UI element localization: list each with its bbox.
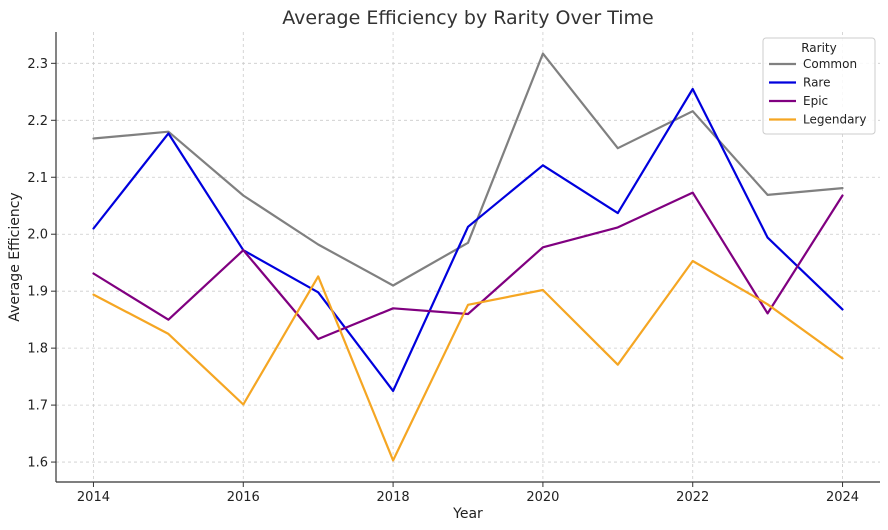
y-tick-label: 1.9 <box>27 285 48 300</box>
legend-box <box>762 37 876 135</box>
legend: Rarity Common Rare Epic Legendary <box>762 37 876 135</box>
y-tick-label: 1.6 <box>27 456 48 471</box>
x-axis-label: Year <box>452 506 483 522</box>
legend-title: Rarity <box>801 41 837 55</box>
legend-label-epic: Epic <box>803 94 828 108</box>
series-lines <box>92 52 844 462</box>
x-tick-label: 2014 <box>77 490 110 505</box>
y-tick-label: 2.0 <box>27 228 48 243</box>
y-tick-label: 1.8 <box>27 342 48 357</box>
y-tick-label: 2.1 <box>27 171 48 186</box>
y-axis-label: Average Efficiency <box>7 192 23 321</box>
legend-label-rare: Rare <box>803 76 830 90</box>
x-tick-label: 2016 <box>227 490 260 505</box>
series-line-common <box>92 52 844 287</box>
series-line-rare <box>92 87 844 392</box>
y-tick-label: 2.2 <box>27 114 48 129</box>
x-tick-label: 2018 <box>377 490 410 505</box>
axes <box>55 32 880 483</box>
tick-labels: 1.6 1.7 1.8 1.9 2.0 2.1 2.2 2.3 2014 2016 2018 2020… <box>27 57 859 505</box>
x-tick-label: 2024 <box>826 490 859 505</box>
series-line-legendary <box>92 259 844 462</box>
grid <box>56 32 880 482</box>
y-tick-label: 1.7 <box>27 399 48 414</box>
x-tick-label: 2022 <box>676 490 709 505</box>
x-tick-label: 2020 <box>526 490 559 505</box>
y-tick-label: 2.3 <box>27 57 48 72</box>
series-line-epic <box>92 191 844 341</box>
legend-items: Common Rare Epic Legendary <box>769 57 866 127</box>
legend-label-common: Common <box>803 57 857 71</box>
chart-title: Average Efficiency by Rarity Over Time <box>282 7 653 29</box>
legend-label-legendary: Legendary <box>803 113 866 127</box>
